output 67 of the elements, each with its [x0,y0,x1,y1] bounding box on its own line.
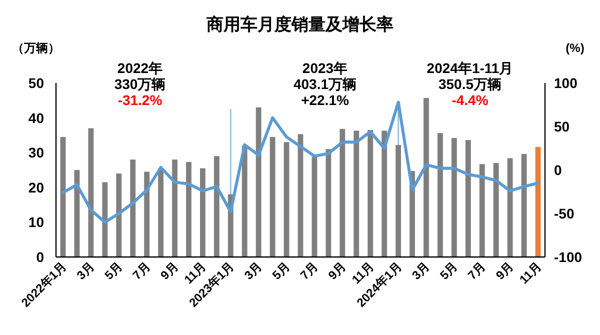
x-tick-label: 7月 [297,259,321,282]
bar [465,140,471,257]
annotation: -31.2% [118,92,163,108]
annotation: 403.1万辆 [293,76,357,92]
x-tick-label: 11月 [516,259,544,287]
y-axis-title: （万辆） [12,41,60,55]
bar [242,146,248,257]
bar [479,164,485,257]
bar [284,142,290,257]
x-tick-label: 3月 [409,259,432,282]
y-tick-label: 40 [28,110,44,126]
x-tick-label: 3月 [74,259,98,282]
bar [368,130,374,257]
bar [493,163,499,257]
bar [256,107,262,257]
bar [535,147,541,257]
bar [60,136,66,257]
y-tick-label: 10 [28,214,44,230]
x-tick-label: 5月 [270,259,293,282]
bar [116,173,122,257]
annotation: +22.1% [301,92,350,108]
x-tick-label: 9月 [158,259,181,282]
x-tick-label: 9月 [325,259,349,282]
y2-tick-label: 0 [554,162,562,178]
bar [298,134,304,257]
bar [172,160,178,257]
bar [424,98,429,257]
bar [158,170,164,257]
bar [451,138,457,257]
y-tick-label: 20 [28,179,44,196]
x-tick-label: 5月 [102,259,125,282]
y-tick-label: 50 [28,75,44,91]
bar [200,168,206,257]
bar [186,162,192,257]
bar [438,133,443,257]
bar [312,156,318,257]
bar [214,156,220,257]
bar [340,128,346,257]
bar [130,160,136,257]
bar [270,136,276,257]
text: 2022年 [117,60,163,76]
bar [507,158,513,257]
annotation: -4.4% [452,92,489,108]
annotation: 330万辆 [114,76,166,92]
y-tick-label: 0 [36,249,44,265]
chart-title: 商用车月度销量及增长率 [206,15,394,34]
x-tick-label: 7月 [130,259,153,282]
bar [102,182,108,257]
y-tick-label: 30 [28,144,44,161]
x-tick-label: 7月 [465,259,488,282]
x-tick-label: 9月 [493,259,516,282]
text: 2024年1-11月 [426,60,514,76]
bar [144,172,150,257]
bar [396,144,401,257]
y2-tick-label: -100 [554,249,582,265]
text: 2023年 [302,60,348,76]
bar [88,128,94,257]
y2-tick-label: 50 [554,118,570,134]
x-tick-label: 5月 [437,259,460,282]
bar [326,149,332,257]
y2-axis-title: (%) [566,41,584,55]
bar [382,130,388,257]
y2-tick-label: -50 [554,206,574,222]
annotation: 350.5万辆 [438,76,502,92]
x-tick-label: 3月 [242,259,265,282]
bar [354,130,360,257]
y2-tick-label: 100 [554,75,578,91]
